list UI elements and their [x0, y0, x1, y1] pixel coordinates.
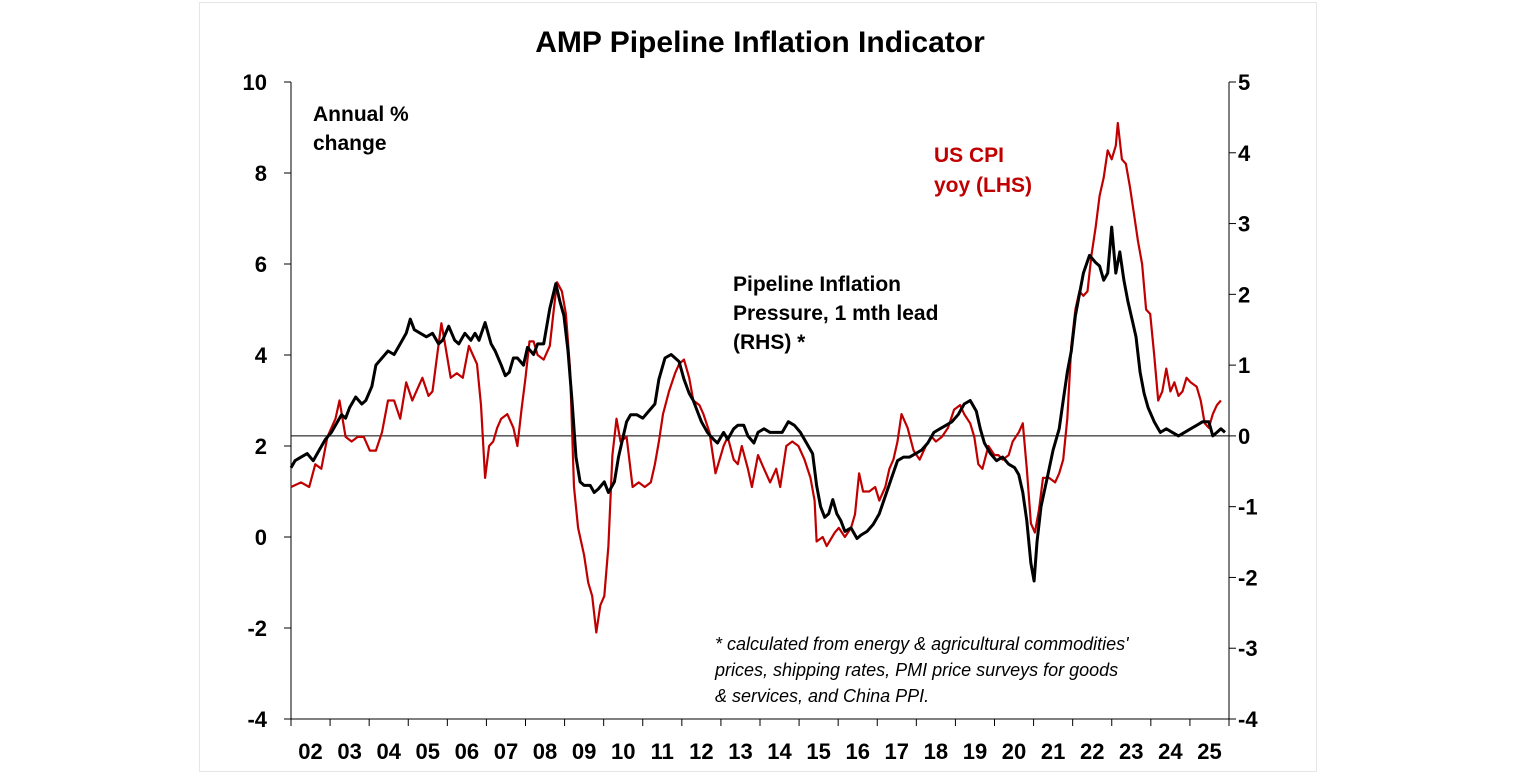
x-tick-label: 13 — [728, 739, 752, 764]
us-cpi-line — [290, 121, 1222, 634]
x-tick-label: 11 — [651, 739, 674, 764]
x-tick-label: 03 — [337, 739, 361, 764]
us-cpi-label-line-2: yoy (LHS) — [934, 174, 1032, 197]
x-tick-label: 24 — [1158, 739, 1183, 764]
x-tick-label: 22 — [1080, 739, 1104, 764]
x-tick-label: 20 — [1002, 739, 1026, 764]
x-tick-label: 07 — [494, 739, 518, 764]
footnote-line-2: prices, shipping rates, PMI price survey… — [714, 660, 1118, 680]
x-tick-label: 10 — [611, 739, 635, 764]
right-tick-label: 5 — [1238, 70, 1250, 95]
right-tick-label: -1 — [1238, 495, 1258, 520]
x-tick-label: 08 — [533, 739, 557, 764]
x-tick-label: 06 — [455, 739, 479, 764]
x-tick-label: 09 — [572, 739, 596, 764]
footnote-line-3: & services, and China PPI. — [715, 686, 929, 706]
pipeline-label-line-2: Pressure, 1 mth lead — [733, 302, 938, 325]
units-label-line-1: Annual % — [313, 103, 409, 126]
units-label-line-2: change — [313, 132, 387, 155]
x-tick-label: 21 — [1041, 739, 1065, 764]
us-cpi-label-line-1: US CPI — [934, 144, 1004, 167]
left-tick-label: 2 — [255, 434, 267, 459]
x-tick-label: 18 — [924, 739, 948, 764]
pipeline-label-line-1: Pipeline Inflation — [733, 273, 901, 296]
left-tick-label: 10 — [243, 70, 267, 95]
right-tick-label: 4 — [1238, 141, 1251, 166]
left-tick-label: 8 — [255, 161, 267, 186]
x-tick-label: 16 — [845, 739, 869, 764]
chart-title: AMP Pipeline Inflation Indicator — [535, 26, 985, 59]
x-tick-label: 02 — [298, 739, 322, 764]
right-tick-label: 2 — [1238, 282, 1250, 307]
left-tick-label: 4 — [255, 343, 268, 368]
pipeline-label-line-3: (RHS) * — [733, 331, 806, 354]
chart-frame — [199, 2, 1317, 772]
left-tick-label: -4 — [247, 707, 267, 732]
x-tick-label: 04 — [376, 739, 401, 764]
x-tick-label: 17 — [885, 739, 909, 764]
x-tick-label: 12 — [689, 739, 713, 764]
right-tick-label: 3 — [1238, 212, 1250, 237]
right-tick-label: -4 — [1238, 707, 1258, 732]
right-tick-label: 1 — [1238, 353, 1250, 378]
series-lines — [289, 121, 1226, 634]
x-tick-label: 05 — [416, 739, 440, 764]
left-tick-label: 6 — [255, 252, 267, 277]
right-tick-label: 0 — [1238, 424, 1250, 449]
left-tick-label: 0 — [255, 525, 267, 550]
right-tick-label: -3 — [1238, 636, 1258, 661]
x-tick-label: 19 — [963, 739, 987, 764]
footnote-line-1: * calculated from energy & agricultural … — [715, 634, 1129, 654]
right-tick-label: -2 — [1238, 565, 1258, 590]
pipeline-pressure-line — [289, 225, 1226, 583]
left-tick-label: -2 — [247, 616, 267, 641]
x-tick-label: 14 — [767, 739, 792, 764]
x-tick-label: 25 — [1197, 739, 1221, 764]
x-tick-label: 23 — [1119, 739, 1143, 764]
x-tick-label: 15 — [806, 739, 830, 764]
